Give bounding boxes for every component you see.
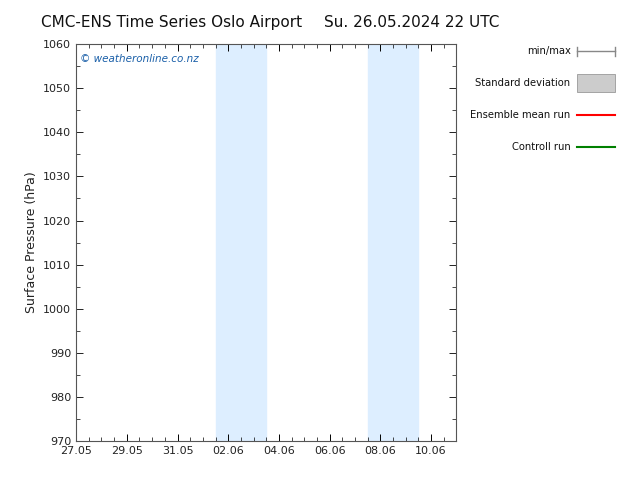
Text: Su. 26.05.2024 22 UTC: Su. 26.05.2024 22 UTC [325,15,500,29]
Text: Controll run: Controll run [512,142,571,152]
Bar [216,44,266,441]
Text: min/max: min/max [527,47,571,56]
Text: CMC-ENS Time Series Oslo Airport: CMC-ENS Time Series Oslo Airport [41,15,302,29]
Text: Standard deviation: Standard deviation [476,78,571,88]
Y-axis label: Surface Pressure (hPa): Surface Pressure (hPa) [25,172,37,314]
Bar [368,44,418,441]
Text: Ensemble mean run: Ensemble mean run [470,110,571,120]
Text: © weatheronline.co.nz: © weatheronline.co.nz [80,54,198,64]
